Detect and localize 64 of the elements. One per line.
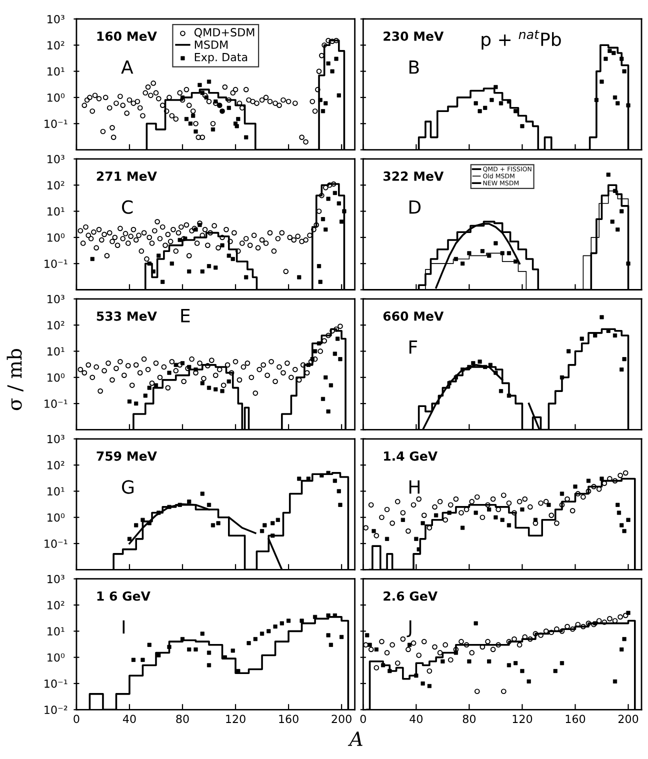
- y-tick-label: 10⁰: [48, 653, 65, 662]
- y-tick-label: 10¹: [48, 67, 64, 76]
- y-tick-label: 10⁻¹: [44, 120, 68, 128]
- y-tick-label: 10¹: [48, 627, 64, 636]
- annotation: B: [409, 60, 419, 74]
- x-tick-label: 120: [512, 714, 532, 724]
- x-tick-label: 0: [74, 714, 80, 724]
- x-tick-label: 160: [566, 714, 586, 724]
- annotation: 1.4 GeV: [384, 451, 438, 461]
- y-tick-label: 10⁰: [48, 513, 65, 522]
- x-tick-label: 0: [360, 714, 366, 724]
- annotation: J: [406, 620, 412, 638]
- annotation: I: [122, 620, 125, 634]
- annotation: 160 MeV: [97, 31, 157, 41]
- y-tick-label: 10⁻¹: [44, 540, 68, 548]
- y-tick-label: 10²: [48, 181, 64, 190]
- y-tick-label: 10⁻²: [44, 706, 68, 714]
- annotation: H: [409, 480, 420, 494]
- y-tick-label: 10⁻¹: [44, 260, 68, 268]
- annotation: A: [121, 60, 134, 74]
- x-tick-label: 200: [332, 714, 352, 724]
- annotation: 2.6 GeV: [384, 591, 438, 601]
- annotation: 322 MeV: [383, 171, 444, 181]
- annotation: 230 MeV: [384, 31, 444, 41]
- x-axis-title: A: [348, 732, 362, 746]
- y-tick-label: 10¹: [48, 347, 64, 356]
- y-tick-label: 10³: [48, 574, 64, 584]
- x-tick-label: 160: [279, 714, 298, 724]
- x-tick-label: 200: [618, 714, 638, 724]
- y-tick-label: 10³: [48, 294, 64, 304]
- legend-label: Exp. Data: [194, 53, 248, 64]
- y-tick-label: 10³: [48, 14, 64, 24]
- legend-label: QMD+SDM: [194, 28, 254, 38]
- y-tick-label: 10⁻¹: [44, 400, 68, 408]
- y-axis-title: σ / mb: [6, 348, 24, 410]
- annotation: C: [122, 200, 133, 214]
- annotation: 533 MeV: [96, 311, 157, 321]
- y-tick-label: 10⁰: [48, 373, 65, 382]
- annotation: D: [409, 200, 421, 214]
- legend-label: MSDM: [194, 40, 228, 49]
- annotation: 660 MeV: [383, 311, 444, 321]
- annotation: F: [409, 340, 418, 354]
- y-tick-label: 10⁰: [48, 233, 65, 242]
- x-tick-label: 120: [226, 714, 246, 724]
- annotation: 271 MeV: [96, 171, 157, 181]
- y-tick-label: 10²: [48, 41, 64, 50]
- y-tick-label: 10¹: [48, 207, 64, 216]
- y-tick-label: 10⁻¹: [44, 679, 68, 688]
- annotation: 1 6 GeV: [97, 591, 150, 601]
- y-tick-label: 10³: [48, 434, 64, 444]
- y-tick-label: 10²: [48, 600, 64, 610]
- y-tick-label: 10²: [48, 321, 64, 330]
- x-tick-label: 80: [176, 714, 189, 724]
- y-tick-label: 10²: [48, 461, 64, 470]
- y-tick-label: 10¹: [48, 487, 64, 496]
- x-tick-label: 40: [122, 714, 136, 724]
- annotation: 759 MeV: [96, 451, 157, 461]
- y-tick-label: 10³: [48, 154, 64, 164]
- x-tick-label: 80: [462, 714, 476, 724]
- annotation: p + $^{nat}$Pb: [482, 30, 561, 50]
- annotation: E: [181, 309, 190, 322]
- x-tick-label: 40: [410, 714, 423, 724]
- y-tick-label: 10⁰: [48, 93, 65, 102]
- annotation: G: [122, 480, 134, 494]
